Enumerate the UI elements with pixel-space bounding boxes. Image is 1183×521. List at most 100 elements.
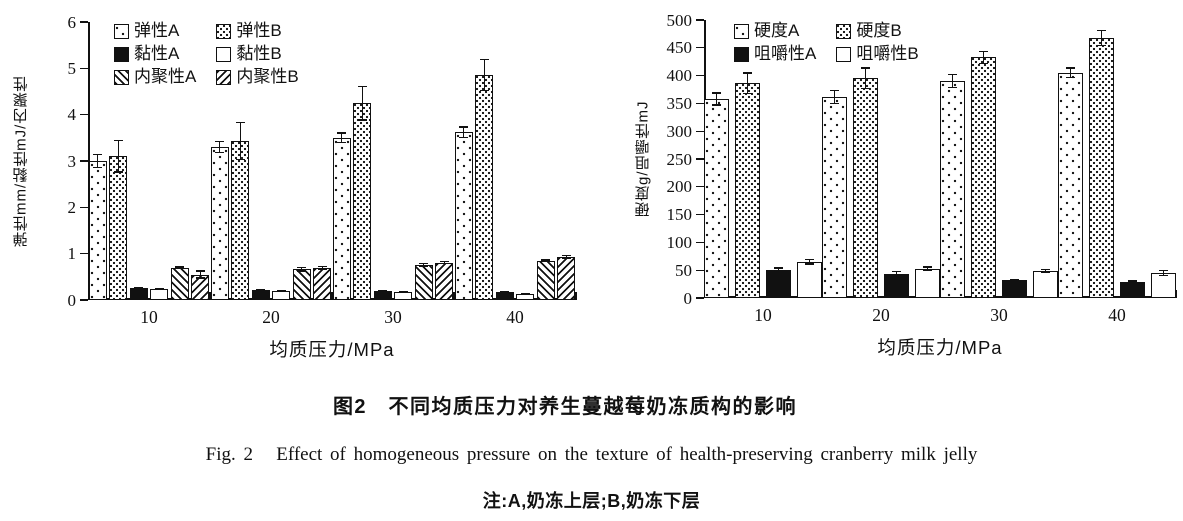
y-tick (696, 74, 704, 77)
legend-swatch-dots-sparse-icon (734, 23, 749, 39)
legend-item: 咀嚼性A (734, 45, 816, 63)
bar (210, 147, 229, 300)
bar (435, 262, 454, 300)
error-bar-cap-top (195, 270, 205, 272)
y-tick (80, 252, 88, 255)
bar (129, 288, 148, 300)
bar (822, 96, 847, 298)
y-tick-label: 400 (666, 66, 693, 86)
y-tick (696, 241, 704, 244)
error-bar-line (321, 265, 323, 271)
bar (1151, 273, 1176, 298)
legend-item: 内聚性A (114, 68, 196, 86)
y-tick (696, 269, 704, 271)
error-bar-cap-top (479, 59, 489, 61)
error-bar-cap-bottom (1159, 274, 1168, 277)
error-bar-cap-top (541, 259, 551, 261)
legend: 弹性A 弹性B 黏性A 黏性B 内聚性A 内聚性B (114, 22, 299, 86)
error-bar-cap-bottom (1097, 44, 1106, 47)
error-bar-line (423, 262, 425, 267)
x-tick (453, 292, 455, 300)
legend-swatch-solid-black-icon (734, 46, 749, 62)
error-bar-cap-bottom (357, 119, 367, 121)
error-bar-cap-top (1041, 269, 1050, 271)
y-tick (80, 299, 88, 301)
bar (940, 81, 965, 298)
error-bar-cap-top (439, 260, 449, 262)
y-tick (696, 213, 704, 216)
error-bar-cap-top (892, 270, 901, 273)
bar (109, 156, 128, 300)
error-bar-cap-bottom (520, 293, 530, 295)
error-bar-line (1069, 67, 1072, 79)
legend-swatch-hatch-backslash-icon (114, 69, 129, 85)
bar (475, 75, 494, 300)
error-bar-cap-top (979, 50, 988, 52)
error-bar-line (1162, 269, 1165, 277)
bar (1033, 271, 1058, 298)
error-bar-cap-bottom (712, 104, 721, 106)
bar (766, 270, 791, 298)
error-bar-line (1013, 278, 1016, 282)
error-bar-line (199, 270, 201, 279)
legend-item: 黏性A (114, 45, 196, 63)
error-bar-cap-bottom (459, 136, 469, 139)
bar (394, 292, 413, 300)
bar (170, 267, 189, 300)
error-bar-line (341, 132, 343, 144)
error-bar-cap-top (561, 254, 571, 256)
legend-label: 内聚性A (134, 67, 197, 86)
bar (414, 264, 433, 300)
y-tick-label: 0 (67, 290, 77, 310)
error-bar-cap-bottom (1066, 77, 1075, 79)
error-bar-cap-bottom (541, 260, 551, 262)
error-bar-cap-top (805, 259, 814, 261)
error-bar-cap-top (419, 262, 429, 265)
error-bar-cap-bottom (861, 88, 870, 90)
y-tick-label: 2 (67, 197, 77, 217)
x-axis-title: 均质压力/MPa (269, 339, 395, 360)
error-bar-cap-bottom (1010, 280, 1019, 282)
error-bar-cap-top (175, 266, 185, 268)
plot-area: 0 50 100 150 200 250 300 350 400 450 500 10 20 30 40 均质… (667, 12, 1177, 358)
error-bar-cap-bottom (154, 288, 164, 291)
legend-swatch-solid-white-icon (216, 46, 232, 62)
legend-item: 硬度B (836, 22, 918, 40)
bar (853, 78, 878, 298)
error-bar-cap-bottom (235, 159, 245, 161)
error-bar-cap-top (712, 92, 721, 94)
y-tick-label: 6 (67, 12, 77, 32)
bar (1089, 37, 1114, 298)
bar (557, 256, 576, 300)
bar (1002, 280, 1027, 298)
bar (1120, 282, 1145, 298)
error-bar-cap-bottom (561, 257, 571, 260)
error-bar-cap-top (948, 73, 957, 76)
x-tick-label: 10 (754, 305, 772, 325)
error-bar-cap-bottom (830, 102, 839, 104)
error-bar-line (361, 85, 363, 121)
y-tick-label: 3 (67, 151, 77, 171)
bar (88, 161, 107, 300)
error-bar-cap-top (861, 67, 870, 69)
error-bar-cap-bottom (378, 290, 388, 292)
legend-label: 弹性A (134, 21, 180, 40)
y-tick-label: 50 (675, 260, 692, 280)
legend-item: 弹性A (114, 22, 196, 40)
error-bar-cap-bottom (317, 268, 327, 271)
legend-label: 咀嚼性B (856, 44, 919, 63)
legend-label: 黏性A (134, 44, 180, 63)
y-tick-label: 5 (67, 58, 77, 78)
error-bar-cap-top (1159, 269, 1168, 271)
error-bar-line (746, 72, 749, 95)
error-bar-cap-top (113, 140, 123, 142)
error-bar-line (545, 259, 547, 262)
legend-item: 黏性B (216, 45, 298, 63)
y-tick (696, 19, 704, 21)
error-bar-line (97, 154, 99, 168)
legend-item: 咀嚼性B (836, 44, 919, 63)
texture-chart-right: 硬度g/咀嚼性mJ 0 50 100 150 200 250 300 350 400 450 500 1… (628, 6, 1183, 374)
legend-swatch-solid-black-icon (114, 46, 129, 62)
legend-label: 内聚性B (236, 67, 299, 86)
legend-label: 硬度A (754, 21, 800, 40)
